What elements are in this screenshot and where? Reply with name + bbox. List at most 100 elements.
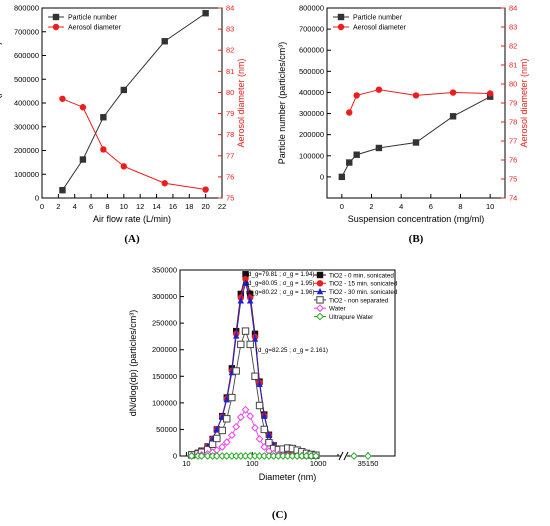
panel-b-x-tick-label: 2 — [369, 202, 373, 211]
panel-c-series-point-2 — [265, 431, 273, 438]
panel-c-series-point-3 — [260, 425, 268, 434]
panel-c-y-tick-label: 50000 — [156, 425, 177, 434]
panel-c-series-point-5 — [364, 452, 372, 460]
panel-c-legend-label: TiO2 - 0 min. sonicated — [329, 272, 394, 279]
panel-b-y2-tick-label: 80 — [509, 80, 517, 89]
panel-c-series-point-5 — [187, 452, 196, 460]
panel-b-y-tick-label: 300000 — [299, 109, 324, 118]
panel-a-y-tick-label: 700000 — [14, 27, 39, 36]
panel-a-legend-label: Particle number — [68, 15, 118, 22]
panel-c-series-point-3 — [223, 415, 231, 423]
panel-b-y2-tick-label: 84 — [509, 4, 517, 13]
panel-c-series-point-3 — [237, 340, 245, 349]
panel-c-series-point-3 — [246, 340, 254, 349]
panel-c-series-point-4 — [260, 443, 269, 451]
panel-a-y2-tick-label: 84 — [226, 4, 234, 13]
panel-c-series-point-5 — [350, 452, 358, 460]
panel-a-x-tick-label: 20 — [201, 202, 209, 211]
panel-b-legend-label: Particle number — [353, 15, 403, 22]
panel-b-x-tick-label: 8 — [458, 202, 462, 211]
panel-a-x-tick-label: 6 — [89, 202, 93, 211]
panel-a-legend-marker — [52, 13, 60, 21]
panel-c-series-point-5 — [222, 452, 231, 460]
panel-b-legend-marker — [337, 13, 345, 21]
panel-c-series-point-3 — [255, 401, 264, 410]
panel-c-legend-marker — [316, 280, 324, 287]
panel-b-y2-tick-label: 78 — [509, 118, 517, 127]
panel-c-series-point-4 — [232, 422, 241, 431]
panel-c-series-point-1 — [242, 275, 249, 283]
panel-b-y-axis-label: Particle number (particles/cm³) — [277, 42, 287, 165]
panel-a-y-tick-label: 600000 — [14, 51, 39, 60]
panel-c-series-point-3 — [228, 393, 236, 402]
panel-b-legend: Particle number Aerosol diameter — [333, 13, 407, 32]
panel-c-series-point-3 — [241, 327, 250, 335]
panel-a-y-tick-label: 100000 — [14, 170, 39, 179]
panel-c-series-point-4 — [236, 413, 245, 422]
panel-b-y2-tick-label: 82 — [509, 42, 517, 51]
panel-c-legend-label: TiO2 - 30 min. sonicated — [329, 289, 398, 296]
panel-c-series-point-5 — [197, 452, 206, 460]
panel-c-panel-label: (C) — [272, 509, 288, 521]
panel-a-y2-tick-label: 78 — [226, 130, 234, 139]
panel-c-x-tick-label: 35150 — [358, 459, 379, 468]
panel-a-x-tick-label: 4 — [73, 202, 77, 211]
panel-a-y2-tick-label: 83 — [226, 25, 234, 34]
panel-c-series-point-4 — [227, 431, 236, 440]
panel-b-series-line-0 — [341, 96, 491, 178]
panel-a-series-point-1 — [79, 104, 87, 111]
panel-a-series-point-1 — [120, 163, 128, 170]
panel-c-y-tick-label: 250000 — [152, 319, 177, 328]
panel-b-series-point-1 — [353, 92, 360, 99]
panel-b-series-point-1 — [375, 86, 383, 93]
panel-b-y-tick-label: 400000 — [299, 88, 324, 97]
panel-b-series-point-0 — [353, 151, 360, 158]
panel-a-y-axis-label: Particle number (particles/cm³) — [0, 42, 2, 165]
panel-a-x-axis-label: Air flow rate (L/min) — [93, 214, 171, 224]
panel-a-y2-tick-label: 77 — [226, 151, 234, 160]
panel-b-y2-tick-label: 81 — [509, 61, 517, 70]
panel-b-y-tick-label: 0 — [320, 172, 324, 181]
panel-a-x-tick-label: 18 — [185, 202, 193, 211]
panel-c-series-point-2 — [256, 380, 263, 387]
panel-b-legend-label: Aerosol diameter — [353, 25, 407, 32]
panel-c-y-tick-label: 100000 — [152, 398, 177, 407]
panel-c-chart: 10 100 1000 35150 0 50000 100000 150000 200000 25… — [128, 266, 398, 522]
panel-c-series-point-2 — [261, 412, 268, 419]
panel-c-legend-marker — [316, 312, 324, 321]
panel-c-series-point-0 — [242, 271, 249, 278]
panel-c-series-point-3 — [232, 367, 240, 375]
panel-c-series-point-4 — [251, 423, 259, 432]
panel-a-series-point-0 — [120, 86, 128, 94]
panel-c-axis-break-mark — [338, 451, 344, 461]
panel-c-series-point-2 — [237, 297, 245, 304]
panel-a-chart: 0 2 4 6 8 10 12 14 16 18 20 22 0 100000 200000 300000 40… — [0, 4, 246, 246]
panel-a-y-tick-label: 400000 — [14, 99, 39, 108]
panel-c-legend: TiO2 - 0 min. sonicated TiO2 - 15 min. so… — [314, 271, 398, 321]
panel-c-legend-marker — [316, 304, 324, 313]
panel-c-series-point-4 — [255, 435, 264, 443]
panel-a-legend-marker — [52, 23, 60, 31]
panel-c-series-point-2 — [232, 332, 240, 339]
panel-b-y2-tick-label: 83 — [509, 23, 517, 32]
panel-c-series-point-5 — [203, 452, 212, 460]
panel-b-panel-label: (B) — [409, 233, 424, 245]
panel-a-x-tick-label: 14 — [152, 202, 160, 211]
panel-b-y2-tick-label: 74 — [509, 194, 517, 203]
panel-a-x-tick-label: 8 — [105, 202, 109, 211]
panel-c-annotation: (d_g=80.22 ; σ_g = 1.96) — [246, 289, 315, 296]
panel-c-series-point-3 — [251, 372, 259, 380]
panel-c-series-point-3 — [208, 440, 217, 449]
panel-c-series-point-0 — [246, 290, 254, 298]
panel-c-series-point-2 — [213, 425, 221, 433]
panel-b-series-point-0 — [449, 113, 457, 120]
panel-b-series-point-0 — [375, 144, 383, 152]
panel-a-series-line-1 — [62, 98, 206, 191]
panel-c-series-point-4 — [241, 405, 250, 414]
panel-b-y-tick-label: 100000 — [299, 151, 324, 160]
panel-b-chart: 0 2 4 6 8 10 0 100000 200000 300000 400000 500000 60… — [277, 4, 529, 246]
panel-b-y-tick-label: 200000 — [299, 130, 324, 139]
panel-b-y2-axis-label: Aerosol diameter (nm) — [519, 58, 529, 147]
panel-c-annotation: (d_g=80.05 ; σ_g = 1.95) — [246, 280, 315, 287]
panel-c-series-point-2 — [242, 279, 249, 286]
